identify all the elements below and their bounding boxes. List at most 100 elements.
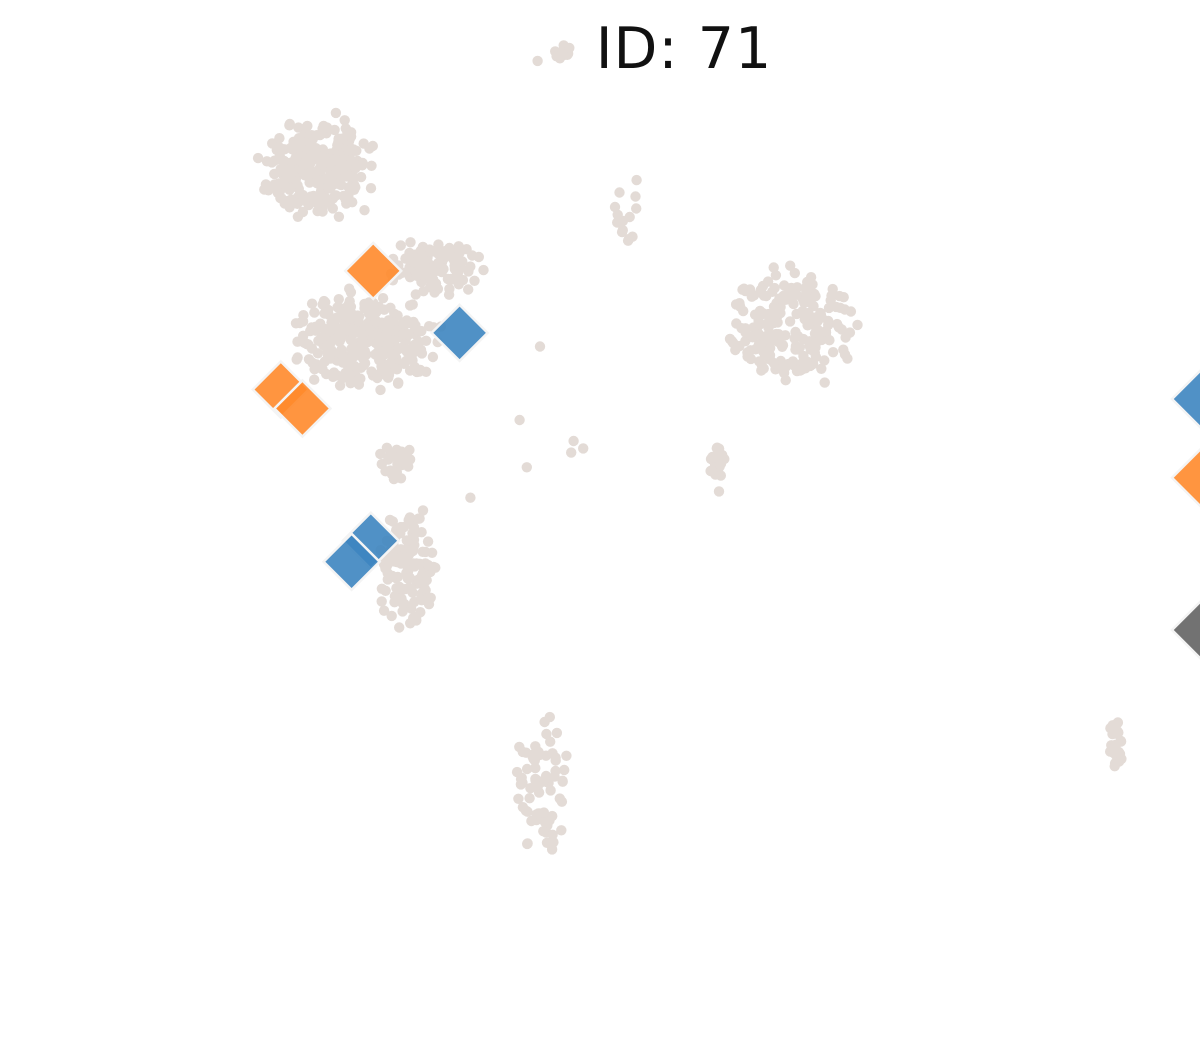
background-point: [274, 133, 285, 144]
highlighted-point-blue: [1170, 369, 1200, 429]
background-point: [530, 773, 541, 785]
background-point: [399, 458, 411, 469]
background-point: [780, 361, 792, 372]
background-point: [415, 364, 426, 376]
background-point: [559, 764, 570, 776]
background-point: [547, 810, 558, 822]
background-point: [325, 157, 336, 168]
background-point: [544, 711, 555, 723]
background-point: [359, 205, 370, 216]
background-point: [545, 785, 556, 796]
background-point: [415, 344, 427, 356]
background-point: [366, 160, 377, 171]
background-point: [545, 736, 556, 747]
background-point: [359, 358, 371, 369]
background-point: [770, 270, 782, 281]
background-point: [380, 320, 392, 331]
background-point: [407, 299, 418, 310]
background-point: [381, 442, 393, 453]
background-point: [443, 289, 455, 300]
background-point: [393, 377, 404, 388]
background-point: [365, 183, 377, 194]
background-point: [736, 323, 747, 334]
highlighted-point-gray: [1170, 600, 1200, 660]
background-point: [554, 50, 565, 62]
background-point: [297, 206, 309, 218]
background-point: [333, 294, 344, 305]
background-point: [762, 276, 774, 287]
background-point: [774, 293, 785, 304]
background-point: [578, 443, 589, 454]
background-point: [454, 247, 465, 258]
background-point: [433, 257, 444, 269]
background-point: [547, 829, 558, 840]
background-point: [291, 354, 302, 365]
background-point: [336, 344, 347, 355]
background-point: [395, 521, 407, 533]
background-point: [397, 329, 409, 340]
background-point: [383, 369, 395, 381]
background-point: [351, 346, 362, 357]
background-point: [784, 316, 796, 327]
background-point: [368, 302, 379, 313]
background-point: [425, 274, 436, 285]
highlighted-point-orange: [1170, 447, 1200, 508]
background-point: [791, 365, 803, 377]
background-point: [469, 275, 480, 286]
background-point: [533, 808, 544, 819]
background-point: [353, 315, 364, 327]
background-point: [285, 142, 296, 154]
background-point: [367, 140, 378, 152]
background-point: [417, 546, 428, 557]
background-point: [294, 317, 306, 329]
background-point: [295, 141, 306, 152]
background-points-layer: [252, 40, 1127, 855]
background-point: [409, 561, 420, 572]
background-point: [630, 191, 641, 202]
background-point: [404, 582, 415, 594]
background-point: [314, 153, 326, 164]
background-point: [313, 335, 324, 346]
background-point: [730, 299, 742, 310]
highlighted-point-blue: [321, 531, 382, 592]
background-point: [359, 303, 370, 314]
background-point: [426, 547, 438, 558]
background-point: [756, 365, 767, 376]
background-point: [385, 302, 396, 313]
background-point: [802, 276, 813, 288]
background-point: [538, 826, 549, 837]
background-point: [768, 357, 780, 369]
background-point: [745, 345, 756, 356]
background-point: [714, 459, 726, 471]
background-point: [398, 358, 410, 369]
background-point: [387, 516, 398, 527]
background-point: [394, 622, 405, 633]
background-point: [384, 557, 395, 568]
background-point: [514, 414, 525, 426]
background-point: [345, 131, 357, 142]
background-point: [622, 235, 634, 246]
background-point: [274, 142, 285, 153]
background-point: [342, 324, 353, 336]
background-point: [334, 163, 346, 174]
highlighted-point-blue: [429, 303, 490, 363]
background-point: [831, 318, 843, 330]
background-point: [386, 610, 397, 622]
background-point: [292, 198, 303, 209]
background-point: [273, 178, 284, 189]
background-point: [754, 319, 765, 330]
background-point: [566, 447, 577, 458]
background-point: [845, 306, 857, 317]
background-point: [511, 766, 523, 778]
background-point: [416, 595, 427, 606]
background-point: [614, 187, 625, 198]
background-point: [304, 177, 315, 188]
background-point: [436, 266, 447, 278]
background-point: [756, 309, 768, 320]
background-point: [809, 347, 820, 358]
background-point: [397, 448, 409, 459]
background-point: [407, 355, 418, 366]
background-point: [260, 179, 272, 190]
background-point: [343, 145, 354, 156]
background-point: [819, 355, 830, 366]
